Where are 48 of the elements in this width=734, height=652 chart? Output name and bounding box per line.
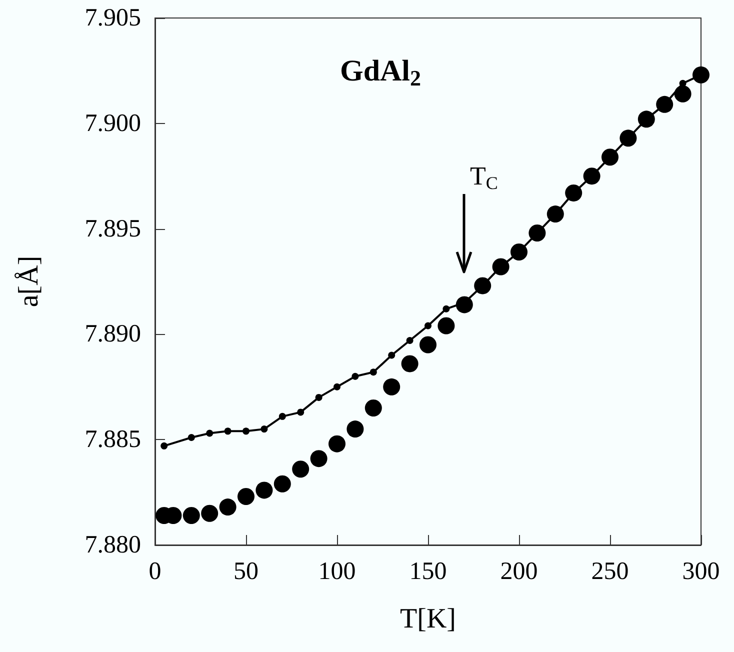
point bbox=[406, 337, 414, 344]
point bbox=[334, 383, 340, 390]
point bbox=[219, 498, 236, 516]
x-tick-label: 50 bbox=[234, 558, 258, 585]
point bbox=[274, 475, 291, 492]
x-tick-label: 0 bbox=[148, 558, 162, 585]
point bbox=[242, 428, 250, 435]
point bbox=[292, 460, 310, 478]
x-tick-label: 300 bbox=[682, 558, 720, 585]
point bbox=[260, 426, 268, 433]
point bbox=[201, 504, 218, 522]
point bbox=[401, 355, 418, 372]
x-tick-label: 200 bbox=[500, 558, 538, 585]
y-axis-title: a[Å] bbox=[14, 256, 44, 308]
point bbox=[182, 506, 200, 524]
point bbox=[352, 372, 359, 380]
y-tick-label: 7.885 bbox=[84, 426, 141, 454]
point bbox=[442, 305, 450, 312]
point bbox=[278, 412, 286, 420]
point bbox=[188, 434, 195, 441]
x-tick-label: 100 bbox=[318, 558, 356, 585]
y-tick-label: 7.900 bbox=[84, 110, 141, 137]
x-tick-label: 150 bbox=[409, 558, 447, 585]
point bbox=[160, 442, 168, 450]
point bbox=[674, 85, 692, 102]
point bbox=[310, 450, 328, 468]
point bbox=[388, 352, 396, 359]
point bbox=[315, 394, 322, 401]
point bbox=[370, 368, 377, 376]
point bbox=[238, 488, 254, 506]
x-tick-label: 250 bbox=[591, 558, 629, 585]
y-tick-label: 7.890 bbox=[84, 320, 141, 348]
point bbox=[206, 430, 214, 437]
point bbox=[364, 399, 382, 416]
y-tick-label: 7.905 bbox=[84, 4, 141, 32]
point bbox=[424, 322, 432, 330]
y-tick-label: 7.895 bbox=[84, 215, 141, 242]
point bbox=[438, 317, 455, 334]
point bbox=[328, 435, 346, 452]
point bbox=[420, 336, 436, 354]
point bbox=[346, 420, 364, 438]
point bbox=[383, 378, 400, 396]
point bbox=[224, 428, 232, 435]
point bbox=[297, 408, 304, 416]
point bbox=[679, 80, 686, 87]
x-axis-title: T[K] bbox=[400, 604, 456, 634]
point bbox=[256, 482, 273, 499]
y-tick-label: 7.880 bbox=[84, 532, 141, 558]
